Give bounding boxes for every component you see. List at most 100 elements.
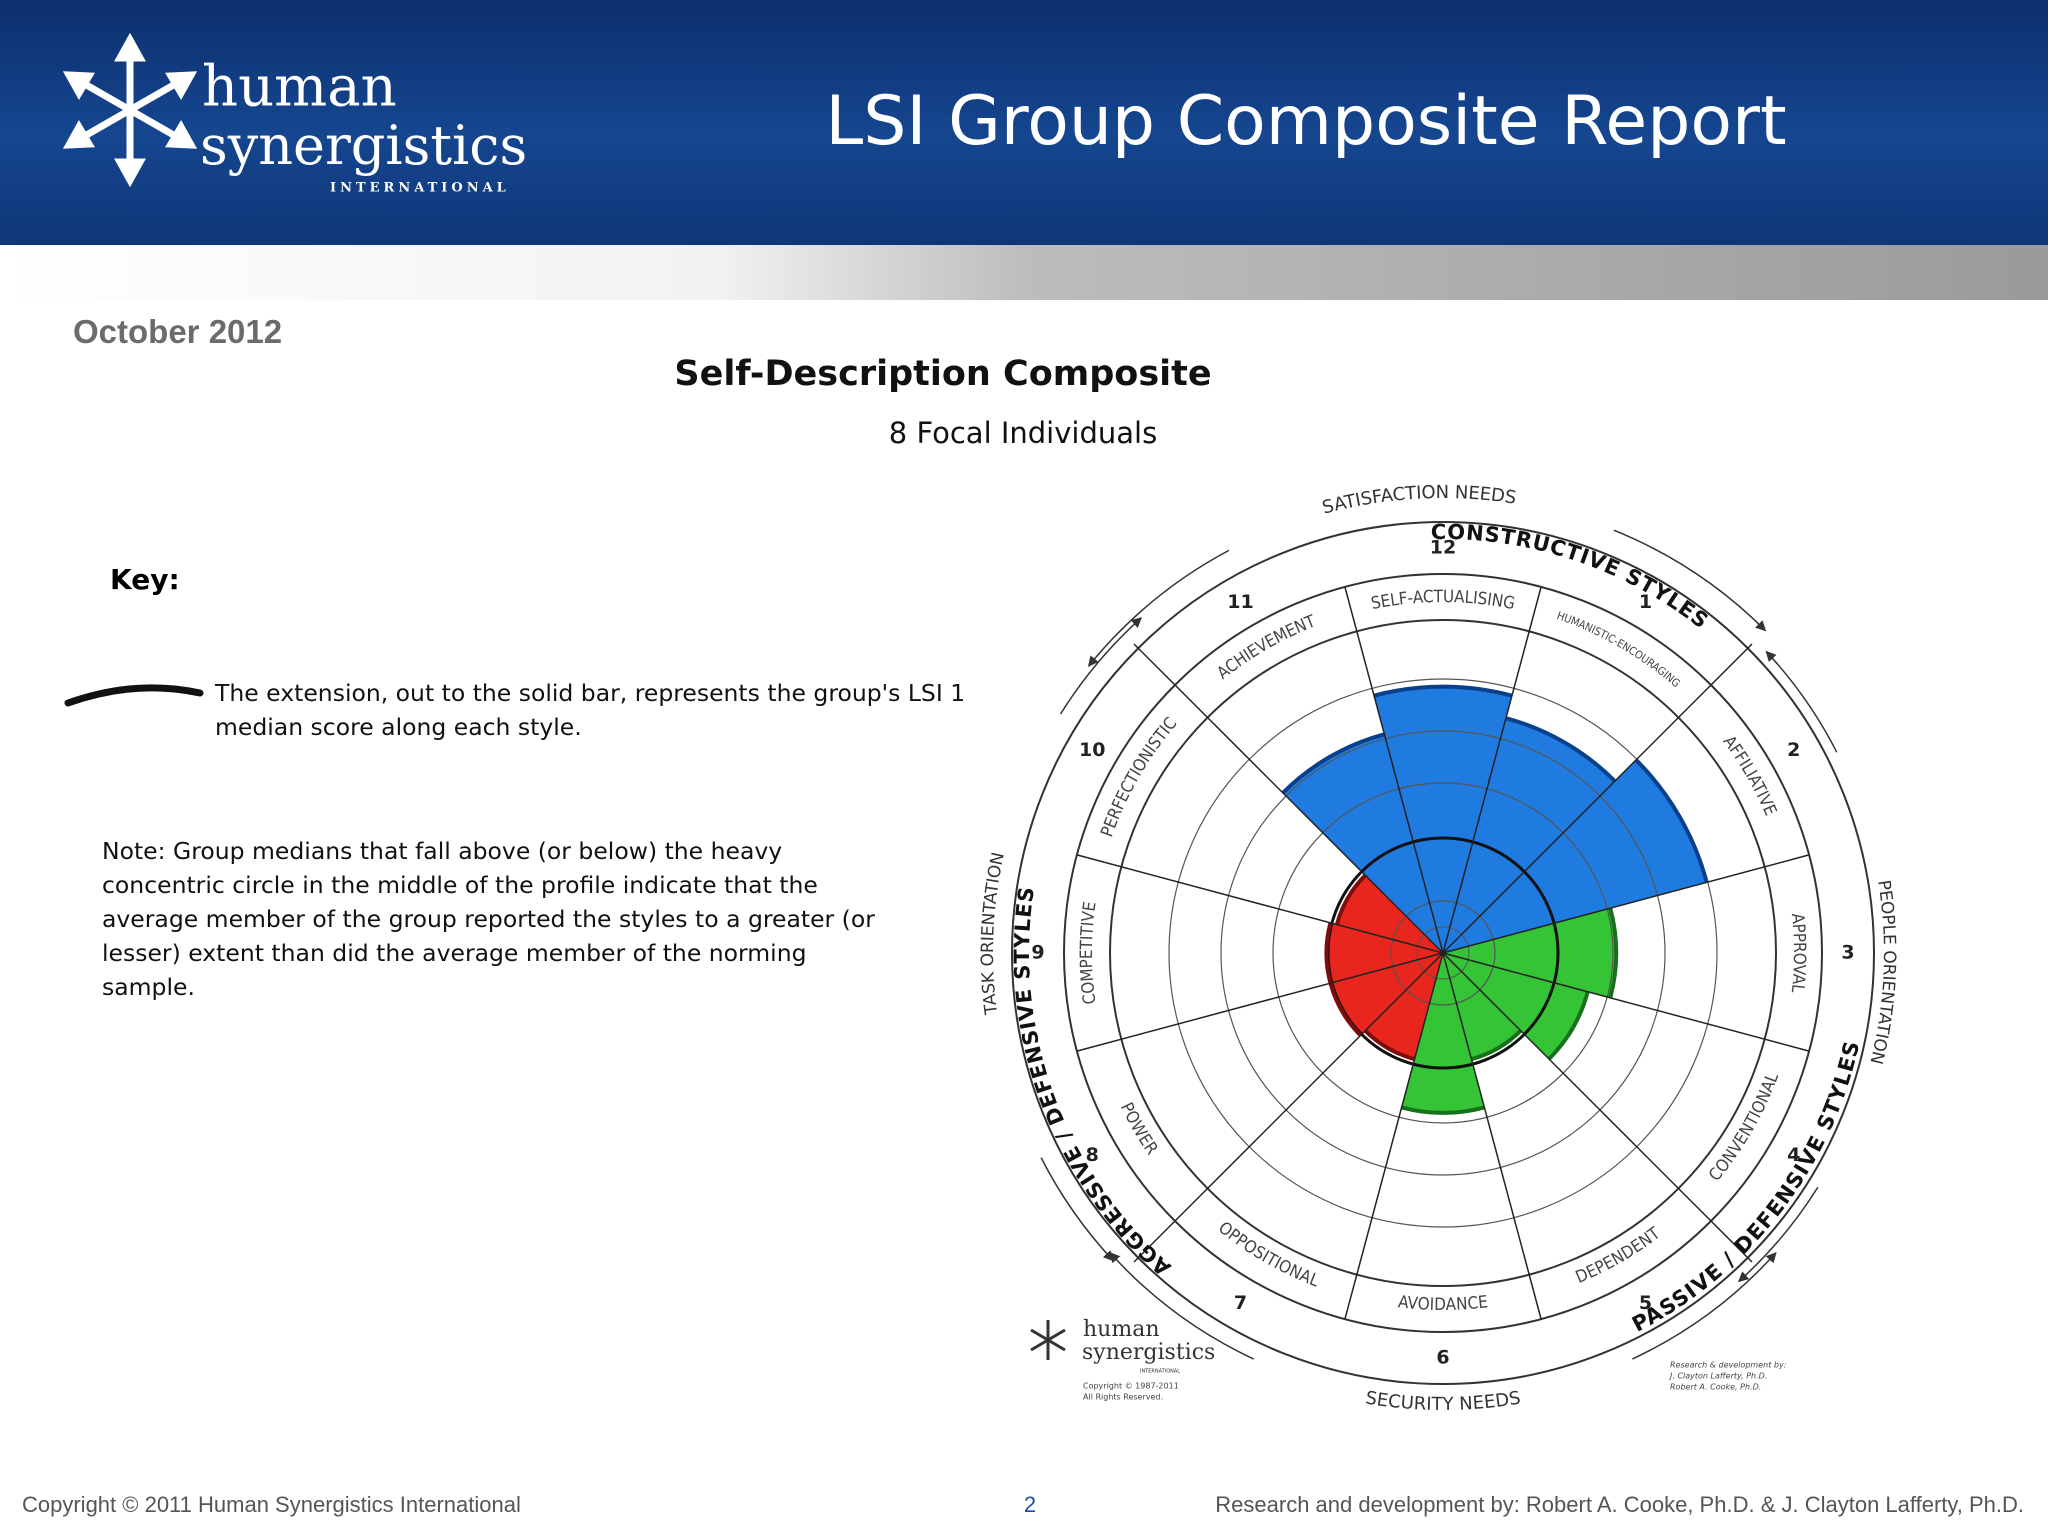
- style-extension: [1443, 759, 1707, 953]
- key-bar: [64, 684, 204, 707]
- style-name: AVOIDANCE: [1397, 1292, 1489, 1315]
- needs-label: SATISFACTION NEEDS: [1320, 482, 1518, 519]
- style-number: 10: [1079, 739, 1105, 761]
- style-extension: [1326, 922, 1443, 984]
- needs-arrow: [1613, 529, 1767, 632]
- footer-copyright: Copyright © 2011 Human Synergistics Inte…: [22, 1492, 521, 1517]
- style-name: AVOIDANCE: [1397, 1292, 1489, 1315]
- sector-divider: [1710, 643, 1753, 686]
- style-number: 3: [1841, 942, 1854, 964]
- divider: [1442, 952, 1712, 1222]
- median-bar: [1281, 732, 1385, 795]
- chart-logo-copyright: Copyright © 1987-2011: [1083, 1382, 1179, 1391]
- style-number: 7: [1234, 1292, 1247, 1314]
- chart-credit: J. Clayton Lafferty, Ph.D.: [1668, 1372, 1767, 1381]
- chart-logo-text: human: [1083, 1317, 1159, 1342]
- logo-text: human: [202, 55, 397, 120]
- orientation-label: TASK ORIENTATION: [978, 851, 1009, 1017]
- style-extension: [1401, 953, 1485, 1113]
- divider: [1442, 586, 1542, 954]
- logo-text: synergistics: [200, 114, 527, 177]
- ring: [1168, 678, 1718, 1228]
- divider: [1076, 854, 1444, 954]
- note-line: lesser) extent than did the average memb…: [102, 939, 807, 967]
- median-bar: [1334, 873, 1367, 926]
- median-bar: [1505, 716, 1617, 783]
- logo-icon: [62, 32, 198, 188]
- note-line: sample.: [102, 973, 195, 1001]
- median-bar: [1401, 1105, 1485, 1115]
- median-bar: [1634, 758, 1709, 883]
- style-number: 6: [1436, 1347, 1449, 1369]
- divider: [1344, 586, 1444, 954]
- note-line: concentric circle in the middle of the p…: [102, 871, 818, 899]
- style-extension: [1443, 718, 1615, 953]
- header-band: [0, 0, 2048, 245]
- style-extension: [1330, 953, 1443, 1036]
- orientation-label: TASK ORIENTATION: [978, 851, 1009, 1017]
- style-number: 9: [1031, 942, 1044, 964]
- note-text: Note: Group medians that fall above (or …: [102, 834, 875, 1004]
- style-extension: [1282, 734, 1443, 953]
- report-title: Self-Description Composite: [674, 354, 1212, 394]
- median-bar: [1470, 1029, 1523, 1062]
- needs-label: SATISFACTION NEEDS: [1320, 482, 1518, 519]
- needs-arrow: [1109, 1251, 1254, 1360]
- note-line: average member of the group reported the…: [102, 905, 875, 933]
- logo-icon: [1030, 1328, 1049, 1342]
- style-name: APPROVAL: [1787, 912, 1809, 994]
- key-line: median score along each style.: [215, 713, 582, 741]
- page-number: 2: [1023, 1492, 1037, 1517]
- median-bar: [1363, 1029, 1416, 1062]
- style-number: 2: [1787, 739, 1800, 761]
- chart-logo-text: INTERNATIONAL: [1140, 1369, 1180, 1375]
- divider: [1442, 952, 1810, 1052]
- header-stripe: [0, 245, 2048, 300]
- needs-arrow: [1632, 1251, 1777, 1360]
- style-name: COMPETITIVE: [1077, 901, 1101, 1006]
- chart-logo-rights: All Rights Reserved.: [1083, 1393, 1163, 1402]
- median-bar: [1547, 991, 1590, 1061]
- divider: [1174, 684, 1444, 954]
- logo-icon: [1030, 1338, 1049, 1352]
- chart-credit: Research & development by:: [1670, 1361, 1787, 1370]
- style-name: COMPETITIVE: [1077, 901, 1101, 1006]
- key-heading: Key:: [110, 563, 180, 596]
- style-number: 5: [1639, 1292, 1652, 1314]
- style-extension: [1336, 875, 1443, 953]
- median-bar: [1328, 982, 1363, 1037]
- divider: [1174, 952, 1444, 1222]
- divider: [1076, 952, 1444, 1052]
- ring: [1390, 900, 1496, 1006]
- divider: [1344, 952, 1444, 1320]
- median-bar: [1324, 922, 1333, 984]
- logo-text: INTERNATIONAL: [330, 181, 510, 196]
- style-number: 12: [1430, 537, 1456, 559]
- style-extension: [1443, 908, 1617, 998]
- note-line: Note: Group medians that fall above (or …: [102, 837, 783, 865]
- divider: [1442, 952, 1542, 1320]
- report-subtitle: 8 Focal Individuals: [888, 416, 1158, 450]
- band-circle: [1063, 573, 1823, 1333]
- chart-logo-text: synergistics: [1082, 1340, 1215, 1365]
- chart-credit: Robert A. Cooke, Ph.D.: [1670, 1383, 1761, 1392]
- sector-divider: [1133, 1220, 1176, 1263]
- circumplex: HUMANISTIC-ENCOURAGING1AFFILIATIVE2APPRO…: [978, 482, 1899, 1415]
- header-logo: human synergistics INTERNATIONAL: [62, 32, 527, 196]
- needs-arrow: [1087, 549, 1230, 667]
- sector-divider: [1133, 643, 1176, 686]
- report-date: October 2012: [73, 313, 283, 350]
- key-text: The extension, out to the solid bar, rep…: [215, 676, 965, 744]
- needs-label: SECURITY NEEDS: [1364, 1387, 1522, 1415]
- style-extension: [1374, 686, 1512, 953]
- key-line: The extension, out to the solid bar, rep…: [215, 679, 966, 707]
- ring: [1220, 730, 1666, 1176]
- orientation-arrow: [1737, 1186, 1819, 1283]
- ring: [1272, 782, 1614, 1124]
- style-number: 4: [1787, 1144, 1800, 1166]
- orientation-arrow: [1765, 650, 1838, 753]
- style-extension: [1443, 953, 1521, 1060]
- key-symbol: [64, 684, 204, 707]
